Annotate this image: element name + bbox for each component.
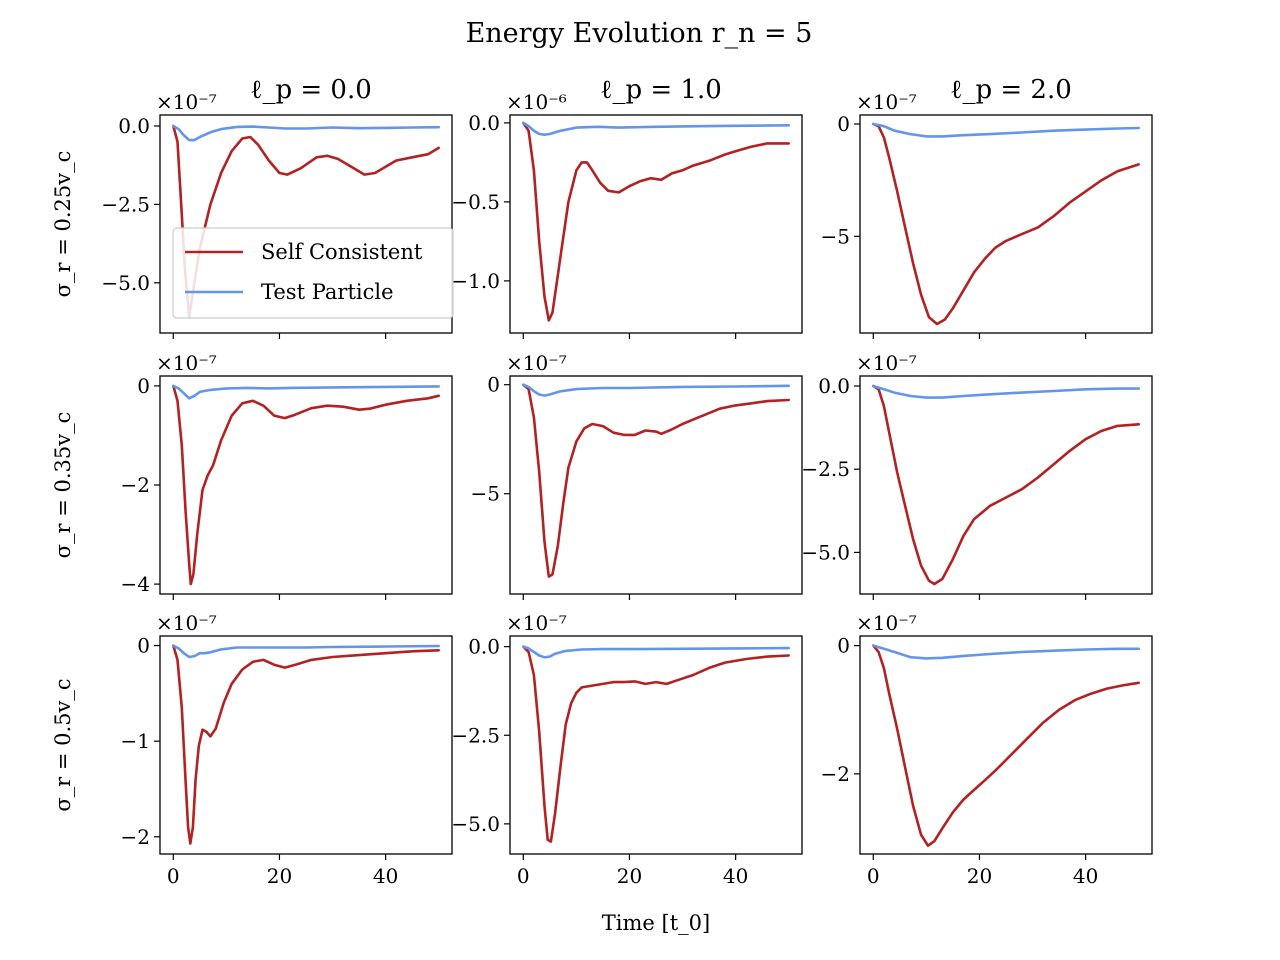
y-tick-label: −5.0 — [101, 271, 150, 295]
self-consistent-line — [172, 384, 440, 586]
x-tick-label: 40 — [1073, 864, 1098, 888]
y-tick-label: −2 — [821, 762, 850, 786]
y-tick-label: −5.0 — [801, 540, 850, 564]
y-tick-label: 0.0 — [118, 114, 150, 138]
y-tick-label: 0.0 — [818, 374, 850, 398]
y-tick-label: −2 — [121, 825, 150, 849]
y-scale-multiplier: ×10⁻⁷ — [506, 611, 567, 635]
x-tick-label: 0 — [867, 864, 880, 888]
y-tick-label: 0 — [137, 374, 150, 398]
axes-frame — [859, 635, 1153, 855]
row-label: σ_r = 0.25v_c — [51, 151, 75, 298]
y-tick-label: −5.0 — [451, 812, 500, 836]
panel-r0-c2: 0 −5 ×10⁻⁷ ℓ_p = 2.0 — [821, 75, 1153, 339]
y-scale-multiplier: ×10⁻⁷ — [156, 90, 217, 114]
figure-title: Energy Evolution r_n = 5 — [466, 18, 813, 49]
x-axis-label-text: Time [t_0] — [602, 911, 710, 935]
column-title: ℓ_p = 2.0 — [950, 75, 1072, 105]
test-particle-line — [172, 644, 440, 659]
y-scale-multiplier: ×10⁻⁷ — [856, 611, 917, 635]
self-consistent-line — [522, 645, 790, 843]
panel-r2-c0: 0 20 40 0 −1 −2 ×10⁻⁷ σ_r = 0.5v_c — [51, 611, 453, 888]
x-tick-label: 0 — [517, 864, 530, 888]
y-tick-label: 0 — [837, 634, 850, 658]
y-tick-label: −0.5 — [451, 190, 500, 214]
axes-frame — [159, 114, 453, 334]
column-title: ℓ_p = 0.0 — [250, 75, 372, 105]
y-tick-label: −2.5 — [101, 192, 150, 216]
panel-r1-c2: 0.0 −2.5 −5.0 ×10⁻⁷ — [801, 351, 1153, 600]
test-particle-line — [522, 645, 790, 659]
self-consistent-line — [872, 644, 1140, 847]
y-tick-label: −2.5 — [801, 457, 850, 481]
axes-frame — [159, 635, 453, 855]
y-tick-label: −1.0 — [451, 269, 500, 293]
y-scale-multiplier: ×10⁻⁶ — [506, 90, 567, 114]
self-consistent-line — [172, 644, 440, 845]
y-scale-multiplier: ×10⁻⁷ — [156, 611, 217, 635]
x-tick-label: 20 — [967, 864, 992, 888]
panel-r2-c1: 0 20 40 0.0 −2.5 −5.0 ×10⁻⁷ — [451, 611, 803, 888]
y-tick-label: 0.0 — [468, 111, 500, 135]
axes-frame — [509, 635, 803, 855]
self-consistent-line — [522, 121, 790, 322]
x-tick-label: 20 — [617, 864, 642, 888]
x-tick-label: 40 — [723, 864, 748, 888]
y-tick-label: −1 — [121, 729, 150, 753]
legend-box — [172, 227, 454, 319]
test-particle-line — [522, 383, 790, 397]
y-scale-multiplier: ×10⁻⁷ — [856, 351, 917, 375]
y-tick-label: −2 — [121, 473, 150, 497]
panel-grid: 0.0−2.5−5.0×10⁻⁷ ℓ_p = 0.0σ_r = 0.25v_c0.… — [51, 75, 1153, 888]
axes-frame — [859, 114, 1153, 334]
legend-label: Test Particle — [261, 280, 394, 304]
row-label: σ_r = 0.35v_c — [51, 412, 75, 559]
x-tick-label: 40 — [373, 864, 398, 888]
self-consistent-line — [872, 122, 1140, 326]
title-text: Energy Evolution r_n = 5 — [466, 18, 813, 49]
legend: Self Consistent Test Particle — [172, 227, 454, 319]
self-consistent-line — [872, 384, 1140, 586]
legend-label: Self Consistent — [261, 240, 423, 264]
y-tick-label: −2.5 — [451, 723, 500, 747]
column-title: ℓ_p = 1.0 — [600, 75, 722, 105]
test-particle-line — [522, 121, 790, 136]
test-particle-line — [872, 384, 1140, 399]
x-tick-label: 0 — [167, 864, 180, 888]
y-scale-multiplier: ×10⁻⁷ — [856, 90, 917, 114]
y-tick-label: −5 — [821, 224, 850, 248]
y-scale-multiplier: ×10⁻⁷ — [156, 351, 217, 375]
test-particle-line — [172, 124, 440, 142]
axes-frame — [509, 114, 803, 334]
panel-r2-c2: 0 20 40 0 −2 ×10⁻⁷ — [821, 611, 1153, 888]
x-axis-label: Time [t_0] — [602, 911, 710, 935]
y-scale-multiplier: ×10⁻⁷ — [506, 351, 567, 375]
test-particle-line — [172, 384, 440, 400]
y-tick-label: −4 — [121, 572, 150, 596]
panel-r1-c0: 0 −2 −4 ×10⁻⁷ σ_r = 0.35v_c — [51, 351, 453, 600]
y-tick-label: 0 — [137, 634, 150, 658]
test-particle-line — [872, 122, 1140, 138]
y-tick-label: −5 — [471, 482, 500, 506]
y-tick-label: 0 — [487, 373, 500, 397]
self-consistent-line — [522, 383, 790, 578]
panel-r1-c1: 0 −5 ×10⁻⁷ — [471, 351, 803, 600]
panel-r0-c1: 0.0 −0.5 −1.0 ×10⁻⁶ ℓ_p = 1.0 — [451, 75, 803, 339]
y-tick-label: 0.0 — [468, 635, 500, 659]
axes-frame — [509, 375, 803, 595]
test-particle-line — [872, 644, 1140, 660]
y-tick-label: 0 — [837, 112, 850, 136]
panel-r0-c0: 0.0 −2.5 −5.0 ×10⁻⁷ ℓ_p = 0.0 σ_r = 0.25v_c — [51, 75, 453, 339]
x-tick-label: 20 — [267, 864, 292, 888]
axes-frame — [859, 375, 1153, 595]
row-label: σ_r = 0.5v_c — [51, 678, 75, 811]
